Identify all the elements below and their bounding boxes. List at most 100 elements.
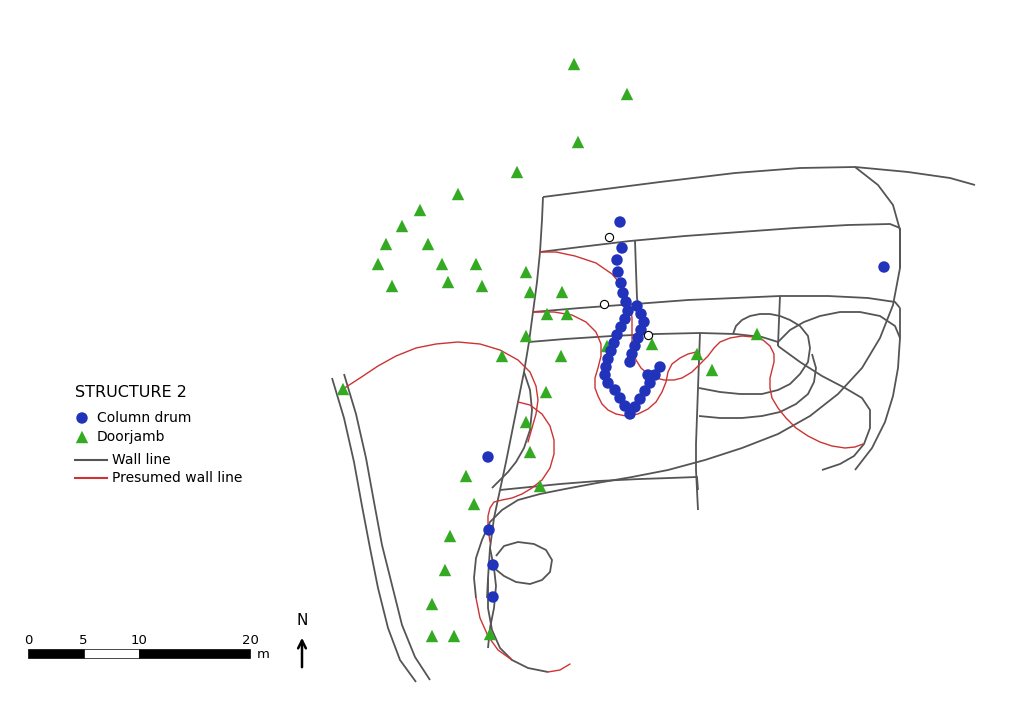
Point <box>518 330 535 341</box>
Point <box>559 308 575 320</box>
Point <box>394 220 411 232</box>
Text: Column drum: Column drum <box>97 411 191 425</box>
Bar <box>84 649 139 658</box>
Point <box>612 321 629 333</box>
Point <box>466 498 482 510</box>
Point <box>622 356 638 368</box>
Point <box>522 286 539 298</box>
Point <box>566 58 583 70</box>
Point <box>441 530 458 542</box>
Point <box>609 254 626 266</box>
Text: Wall line: Wall line <box>112 453 171 467</box>
Point <box>412 204 428 216</box>
Point <box>598 361 614 373</box>
Point <box>611 392 628 404</box>
Point <box>630 332 646 344</box>
Point <box>601 231 617 243</box>
Point <box>484 559 501 571</box>
Point <box>627 340 643 352</box>
Point <box>606 337 623 349</box>
Point <box>607 384 624 396</box>
Point <box>627 401 643 413</box>
Point <box>74 431 90 443</box>
Point <box>624 348 640 360</box>
Point <box>494 350 510 362</box>
Point <box>600 377 616 389</box>
Point <box>553 350 569 362</box>
Point <box>450 188 466 200</box>
Text: 10: 10 <box>131 634 147 647</box>
Point <box>618 88 635 100</box>
Point <box>424 598 440 610</box>
Point <box>384 280 400 291</box>
Point <box>703 364 720 376</box>
Point <box>424 630 440 642</box>
Point <box>480 451 497 463</box>
Point <box>468 258 484 270</box>
Point <box>629 300 645 312</box>
Point <box>642 377 658 389</box>
Bar <box>28 649 84 658</box>
Point <box>569 136 586 148</box>
Point <box>632 393 648 405</box>
Point <box>378 239 394 250</box>
Point <box>612 277 629 289</box>
Point <box>539 308 555 320</box>
Text: Doorjamb: Doorjamb <box>97 430 166 444</box>
Point <box>596 298 612 310</box>
Point <box>597 369 613 381</box>
Point <box>481 524 498 536</box>
Point <box>599 340 615 352</box>
Point <box>437 564 454 576</box>
Point <box>531 480 548 492</box>
Point <box>603 345 620 357</box>
Point <box>613 242 630 254</box>
Point <box>600 353 616 365</box>
Point <box>614 287 631 299</box>
Text: Presumed wall line: Presumed wall line <box>112 471 243 485</box>
Point <box>609 329 626 341</box>
Text: 0: 0 <box>24 634 32 647</box>
Point <box>445 630 462 642</box>
Point <box>611 216 628 228</box>
Point <box>644 338 660 349</box>
Point <box>474 280 490 291</box>
Point <box>434 258 451 270</box>
Point <box>616 400 633 412</box>
Point <box>518 266 535 278</box>
Point <box>370 258 386 270</box>
Point <box>518 416 535 428</box>
Point <box>640 329 656 341</box>
Point <box>616 313 633 325</box>
Point <box>647 369 664 381</box>
Point <box>538 386 554 398</box>
Point <box>876 261 892 273</box>
Point <box>633 308 649 320</box>
Point <box>617 297 634 308</box>
Text: STRUCTURE 2: STRUCTURE 2 <box>75 385 186 400</box>
Point <box>633 324 649 336</box>
Point <box>74 413 90 424</box>
Point <box>636 316 652 328</box>
Point <box>749 328 765 340</box>
Point <box>482 628 499 639</box>
Point <box>420 239 436 250</box>
Point <box>458 471 474 482</box>
Point <box>652 361 669 373</box>
Point <box>509 166 525 178</box>
Bar <box>139 649 250 658</box>
Text: 20: 20 <box>242 634 258 647</box>
Point <box>637 385 653 397</box>
Point <box>622 408 638 420</box>
Text: 5: 5 <box>79 634 88 647</box>
Point <box>484 591 501 602</box>
Text: N: N <box>296 613 307 628</box>
Point <box>640 369 656 381</box>
Text: m: m <box>257 647 270 660</box>
Point <box>522 446 539 457</box>
Point <box>335 384 351 395</box>
Point <box>610 266 627 278</box>
Point <box>620 305 636 317</box>
Point <box>689 348 706 360</box>
Point <box>440 276 457 288</box>
